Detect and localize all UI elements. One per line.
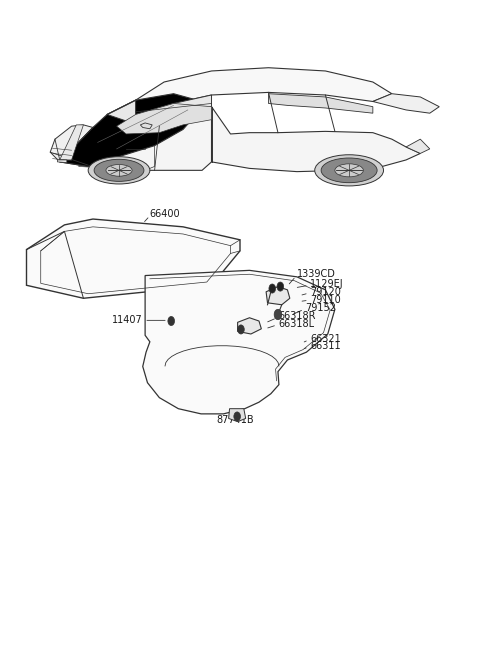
- Text: 1129EJ: 1129EJ: [310, 279, 344, 289]
- Text: 66318L: 66318L: [278, 318, 314, 329]
- Text: 66400: 66400: [150, 209, 180, 219]
- Text: 79152: 79152: [305, 303, 336, 313]
- Polygon shape: [60, 125, 84, 160]
- Polygon shape: [143, 271, 335, 414]
- Polygon shape: [406, 139, 430, 153]
- Polygon shape: [117, 103, 212, 134]
- Ellipse shape: [335, 164, 363, 177]
- Text: 66321: 66321: [310, 334, 341, 344]
- Text: 87741B: 87741B: [216, 415, 254, 424]
- Polygon shape: [228, 409, 246, 422]
- Ellipse shape: [321, 158, 377, 183]
- Circle shape: [234, 412, 240, 421]
- Polygon shape: [57, 160, 67, 162]
- Circle shape: [269, 284, 276, 293]
- Text: 66318R: 66318R: [278, 312, 315, 322]
- Polygon shape: [373, 94, 439, 113]
- Text: 79120: 79120: [310, 288, 341, 297]
- Polygon shape: [266, 287, 290, 305]
- Circle shape: [238, 325, 244, 334]
- Polygon shape: [60, 94, 202, 166]
- Ellipse shape: [88, 157, 150, 184]
- Polygon shape: [60, 103, 212, 170]
- Polygon shape: [238, 318, 261, 334]
- Text: 11407: 11407: [112, 315, 143, 326]
- Polygon shape: [26, 219, 240, 298]
- Ellipse shape: [315, 155, 384, 186]
- Polygon shape: [136, 67, 392, 115]
- Polygon shape: [107, 95, 212, 128]
- Polygon shape: [212, 107, 420, 172]
- Ellipse shape: [94, 159, 144, 181]
- Text: 66311: 66311: [310, 341, 341, 351]
- Text: 1339CD: 1339CD: [297, 269, 336, 279]
- Polygon shape: [50, 125, 93, 162]
- Polygon shape: [268, 94, 373, 113]
- Ellipse shape: [106, 164, 132, 176]
- Polygon shape: [140, 123, 152, 129]
- Text: 79110: 79110: [310, 295, 341, 305]
- Circle shape: [277, 282, 284, 291]
- Circle shape: [168, 316, 175, 326]
- Circle shape: [274, 309, 282, 320]
